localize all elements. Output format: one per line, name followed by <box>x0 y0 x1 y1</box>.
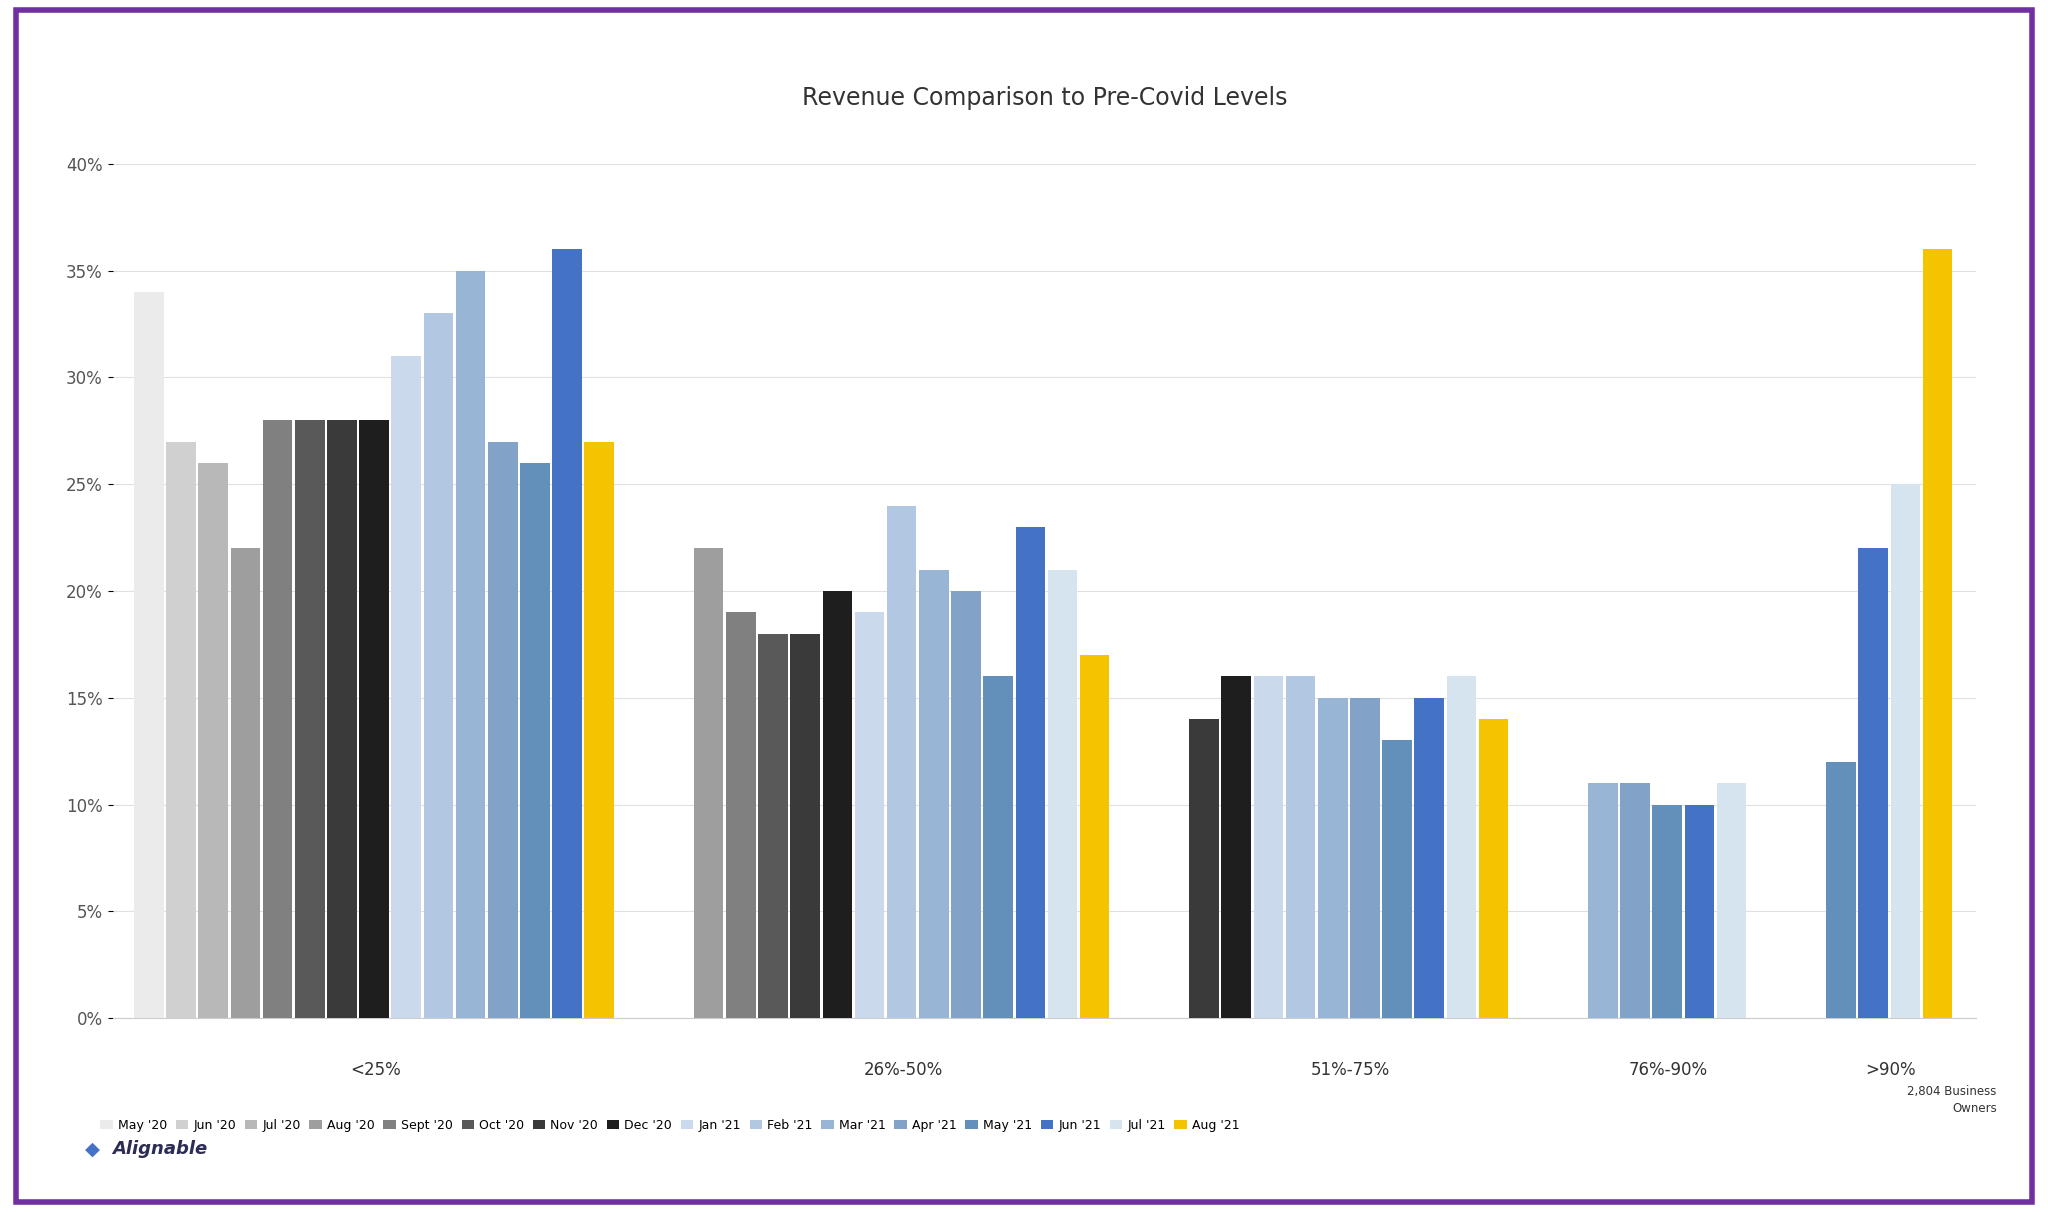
Bar <box>1190 719 1219 1018</box>
Bar <box>1716 783 1747 1018</box>
Bar <box>1286 676 1315 1018</box>
Text: ◆: ◆ <box>84 1139 100 1159</box>
Bar <box>1587 783 1618 1018</box>
Bar <box>199 463 227 1018</box>
Bar <box>887 505 915 1018</box>
Bar <box>758 634 788 1018</box>
Bar <box>1620 783 1651 1018</box>
Bar <box>1016 527 1044 1018</box>
Bar <box>584 441 614 1018</box>
Bar <box>694 548 723 1018</box>
Title: Revenue Comparison to Pre-Covid Levels: Revenue Comparison to Pre-Covid Levels <box>801 86 1288 109</box>
Bar <box>1890 485 1921 1018</box>
Bar <box>1415 698 1444 1018</box>
Bar <box>823 591 852 1018</box>
Bar <box>1253 676 1284 1018</box>
Bar <box>1686 805 1714 1018</box>
Bar <box>1479 719 1509 1018</box>
Bar <box>1350 698 1380 1018</box>
Bar <box>1049 570 1077 1018</box>
Bar <box>791 634 819 1018</box>
Text: >90%: >90% <box>1866 1060 1915 1079</box>
Text: 76%-90%: 76%-90% <box>1628 1060 1708 1079</box>
Bar <box>553 250 582 1018</box>
Bar <box>262 421 293 1018</box>
Bar <box>520 463 549 1018</box>
Bar <box>1923 250 1952 1018</box>
Bar <box>950 591 981 1018</box>
Bar <box>487 441 518 1018</box>
Bar <box>328 421 356 1018</box>
Bar <box>983 676 1014 1018</box>
Bar <box>920 570 948 1018</box>
Legend: May '20, Jun '20, Jul '20, Aug '20, Sept '20, Oct '20, Nov '20, Dec '20, Jan '21: May '20, Jun '20, Jul '20, Aug '20, Sept… <box>100 1119 1239 1132</box>
Bar <box>1382 741 1411 1018</box>
Bar <box>1319 698 1348 1018</box>
Text: <25%: <25% <box>350 1060 401 1079</box>
Bar <box>457 270 485 1018</box>
Bar <box>424 314 453 1018</box>
Text: Alignable: Alignable <box>113 1140 209 1157</box>
Bar <box>1221 676 1251 1018</box>
Bar <box>1653 805 1681 1018</box>
Bar <box>166 441 197 1018</box>
Bar <box>1827 762 1855 1018</box>
Text: 2,804 Business
Owners: 2,804 Business Owners <box>1907 1085 1997 1115</box>
Bar <box>231 548 260 1018</box>
Bar <box>1446 676 1477 1018</box>
Bar <box>854 612 885 1018</box>
Text: 26%-50%: 26%-50% <box>864 1060 942 1079</box>
Bar <box>358 421 389 1018</box>
Bar <box>295 421 324 1018</box>
Text: 51%-75%: 51%-75% <box>1311 1060 1391 1079</box>
Bar <box>725 612 756 1018</box>
Bar <box>391 356 422 1018</box>
Bar <box>1079 654 1110 1018</box>
Bar <box>1858 548 1888 1018</box>
Bar <box>133 292 164 1018</box>
